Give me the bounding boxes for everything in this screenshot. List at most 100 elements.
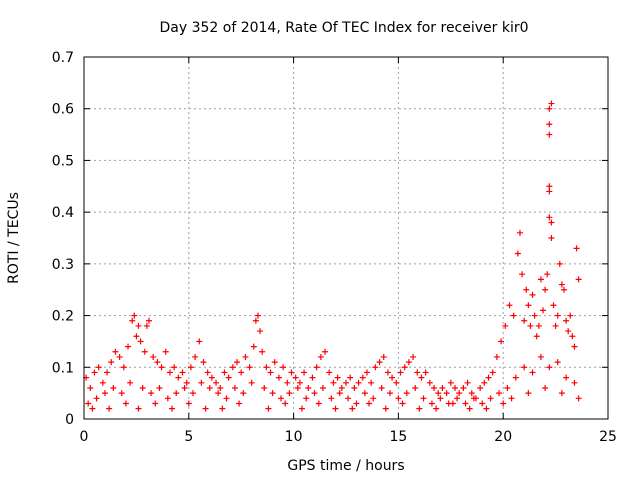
data-point	[108, 359, 115, 366]
data-point	[173, 390, 180, 397]
data-point	[106, 405, 113, 412]
data-point	[120, 364, 127, 371]
data-point	[137, 338, 144, 345]
data-point	[112, 348, 119, 355]
data-point	[116, 353, 123, 360]
data-point	[301, 369, 308, 376]
data-point	[152, 400, 159, 407]
x-tick-label: 0	[80, 429, 89, 445]
data-point	[542, 384, 549, 391]
data-point	[240, 390, 247, 397]
data-point	[437, 395, 444, 402]
data-point	[259, 348, 266, 355]
x-axis-label: GPS time / hours	[287, 458, 404, 474]
data-point	[525, 390, 532, 397]
data-point	[319, 384, 326, 391]
data-point	[550, 302, 557, 309]
data-point	[252, 317, 259, 324]
y-tick-label: 0.1	[52, 360, 74, 376]
data-point	[514, 250, 521, 257]
data-point	[527, 322, 534, 329]
data-point	[294, 384, 301, 391]
data-point	[376, 359, 383, 366]
data-point	[202, 405, 209, 412]
data-point	[521, 364, 528, 371]
data-point	[535, 322, 542, 329]
data-point	[548, 100, 555, 107]
data-point	[91, 369, 98, 376]
data-point	[542, 286, 549, 293]
data-point	[93, 395, 100, 402]
data-point	[563, 317, 570, 324]
chart-title: Day 352 of 2014, Rate Of TEC Index for r…	[159, 20, 528, 36]
data-point	[250, 343, 257, 350]
data-point	[278, 395, 285, 402]
data-point	[179, 369, 186, 376]
data-point	[257, 328, 264, 335]
data-point	[372, 364, 379, 371]
data-point	[311, 390, 318, 397]
y-tick-label: 0.6	[52, 102, 74, 118]
data-point	[571, 343, 578, 350]
data-point	[223, 395, 230, 402]
data-point	[363, 369, 370, 376]
data-point	[462, 400, 469, 407]
data-point	[370, 395, 377, 402]
x-tick-label: 5	[184, 429, 193, 445]
data-point	[234, 359, 241, 366]
data-point	[435, 390, 442, 397]
data-point	[347, 374, 354, 381]
data-point	[292, 374, 299, 381]
data-point	[185, 400, 192, 407]
data-point	[328, 395, 335, 402]
data-point	[414, 369, 421, 376]
data-point	[219, 405, 226, 412]
data-point	[198, 379, 205, 386]
data-point	[286, 390, 293, 397]
data-point	[380, 353, 387, 360]
data-point	[309, 374, 316, 381]
data-point	[317, 353, 324, 360]
data-point	[481, 379, 488, 386]
data-point	[510, 312, 517, 319]
y-axis-label: ROTI / TECUs	[6, 192, 22, 284]
data-point	[537, 276, 544, 283]
data-point	[353, 400, 360, 407]
data-point	[208, 374, 215, 381]
data-point	[156, 384, 163, 391]
data-point	[265, 405, 272, 412]
data-point	[127, 379, 134, 386]
data-point	[431, 384, 438, 391]
data-point	[401, 364, 408, 371]
data-point	[573, 245, 580, 252]
data-point	[477, 384, 484, 391]
data-point	[238, 369, 245, 376]
data-point	[512, 374, 519, 381]
x-tick-label: 25	[599, 429, 617, 445]
data-point	[563, 374, 570, 381]
data-point	[571, 379, 578, 386]
data-point	[548, 235, 555, 241]
data-point	[288, 369, 295, 376]
data-point	[322, 348, 329, 355]
data-point	[447, 379, 454, 386]
y-tick-label: 0.2	[52, 309, 74, 325]
data-point	[558, 390, 565, 397]
data-point	[502, 322, 509, 329]
data-point	[263, 364, 270, 371]
data-point	[366, 400, 373, 407]
x-tick-label: 10	[285, 429, 303, 445]
data-point	[271, 359, 278, 366]
data-point	[498, 338, 505, 345]
data-point	[540, 307, 547, 314]
data-point	[131, 312, 138, 319]
data-point	[552, 322, 559, 329]
data-point	[118, 390, 125, 397]
data-point	[150, 353, 157, 360]
data-point	[533, 333, 540, 340]
data-point	[569, 333, 576, 340]
data-point	[558, 281, 565, 288]
data-point	[101, 390, 108, 397]
data-point	[343, 379, 349, 386]
x-tick-label: 20	[494, 429, 512, 445]
